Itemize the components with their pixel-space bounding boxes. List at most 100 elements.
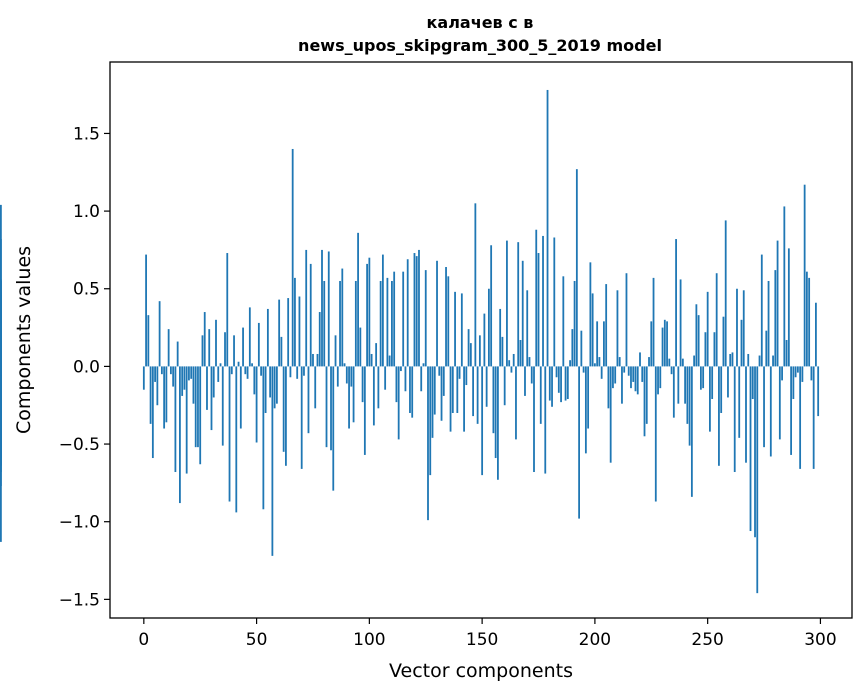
bar: [248, 307, 251, 367]
bar: [542, 235, 544, 367]
bar: [578, 366, 580, 519]
bar: [257, 322, 260, 367]
bar: [433, 366, 436, 415]
bar: [230, 366, 233, 375]
bar: [0, 322, 2, 367]
bar: [713, 332, 716, 367]
bar: [287, 298, 290, 367]
bar: [776, 240, 779, 367]
bar: [447, 276, 450, 367]
bar: [774, 270, 777, 367]
bar: [817, 366, 820, 417]
bar: [760, 254, 763, 367]
bar: [321, 249, 323, 367]
bar: [645, 366, 648, 424]
bar: [409, 366, 411, 413]
bar: [747, 353, 750, 367]
bar: [695, 304, 698, 367]
bar: [336, 366, 339, 387]
bar: [264, 366, 267, 413]
bar: [285, 366, 287, 466]
bar: [593, 363, 596, 367]
bar: [239, 366, 242, 429]
bar: [181, 366, 184, 396]
bar: [275, 366, 278, 404]
bar: [357, 232, 359, 367]
bar: [600, 366, 603, 379]
bar: [244, 366, 247, 375]
bar: [381, 254, 384, 367]
bar: [269, 366, 272, 398]
bar: [294, 277, 296, 367]
bar: [688, 366, 691, 446]
bar: [767, 280, 770, 367]
bar: [273, 366, 276, 409]
bar: [681, 358, 684, 367]
bar: [194, 366, 197, 448]
bar: [677, 366, 680, 404]
bar: [386, 277, 389, 367]
bar: [224, 332, 226, 367]
bar: [571, 329, 574, 367]
bar: [607, 366, 610, 409]
bar: [424, 270, 427, 367]
bar: [609, 366, 612, 463]
bar: [560, 366, 562, 403]
x-tick-label: 250: [691, 630, 723, 650]
x-tick-label: 100: [353, 630, 385, 650]
bar: [341, 268, 344, 367]
bar: [454, 291, 456, 367]
bar: [323, 280, 326, 367]
bar: [282, 366, 285, 452]
bar: [718, 366, 720, 466]
bar: [463, 366, 465, 432]
bar: [163, 366, 166, 429]
bar: [478, 335, 481, 367]
bar: [612, 366, 614, 389]
bar: [794, 366, 797, 378]
y-axis-ticks: −1.5 −1.0 −0.5 0.0 0.5 1.0 1.5: [59, 124, 110, 610]
bar: [756, 366, 759, 594]
bar: [316, 353, 319, 367]
bar: [573, 280, 576, 367]
bar: [618, 357, 621, 367]
bar: [731, 352, 734, 367]
bar: [738, 366, 741, 438]
bar: [289, 366, 292, 378]
bar: [758, 355, 761, 367]
bar: [303, 366, 305, 376]
bar: [487, 288, 490, 367]
bar: [415, 256, 418, 367]
bar: [388, 355, 391, 367]
bar: [300, 366, 303, 469]
bar: [627, 366, 630, 376]
bar: [467, 329, 470, 367]
bar: [616, 290, 619, 367]
bar: [704, 332, 707, 367]
bar: [742, 290, 745, 367]
bar: [621, 366, 623, 404]
bar: [596, 321, 599, 367]
bar: [154, 366, 156, 382]
bar: [799, 366, 802, 469]
bar: [544, 366, 547, 474]
bar: [384, 366, 387, 390]
bar: [720, 366, 723, 413]
bar: [429, 366, 432, 476]
bar: [781, 366, 783, 381]
bar: [309, 263, 312, 367]
y-tick-label: 1.0: [73, 202, 100, 222]
bar: [348, 366, 350, 429]
bar: [812, 366, 815, 469]
bar: [176, 341, 179, 367]
bar: [197, 366, 199, 448]
x-axis-label: Vector components: [389, 660, 573, 682]
bar: [167, 329, 170, 367]
bar: [512, 353, 515, 367]
bar: [492, 366, 495, 434]
bar: [603, 321, 605, 367]
bar: [352, 366, 355, 423]
bar: [582, 366, 585, 373]
bar: [661, 327, 664, 367]
bar: [591, 293, 594, 367]
